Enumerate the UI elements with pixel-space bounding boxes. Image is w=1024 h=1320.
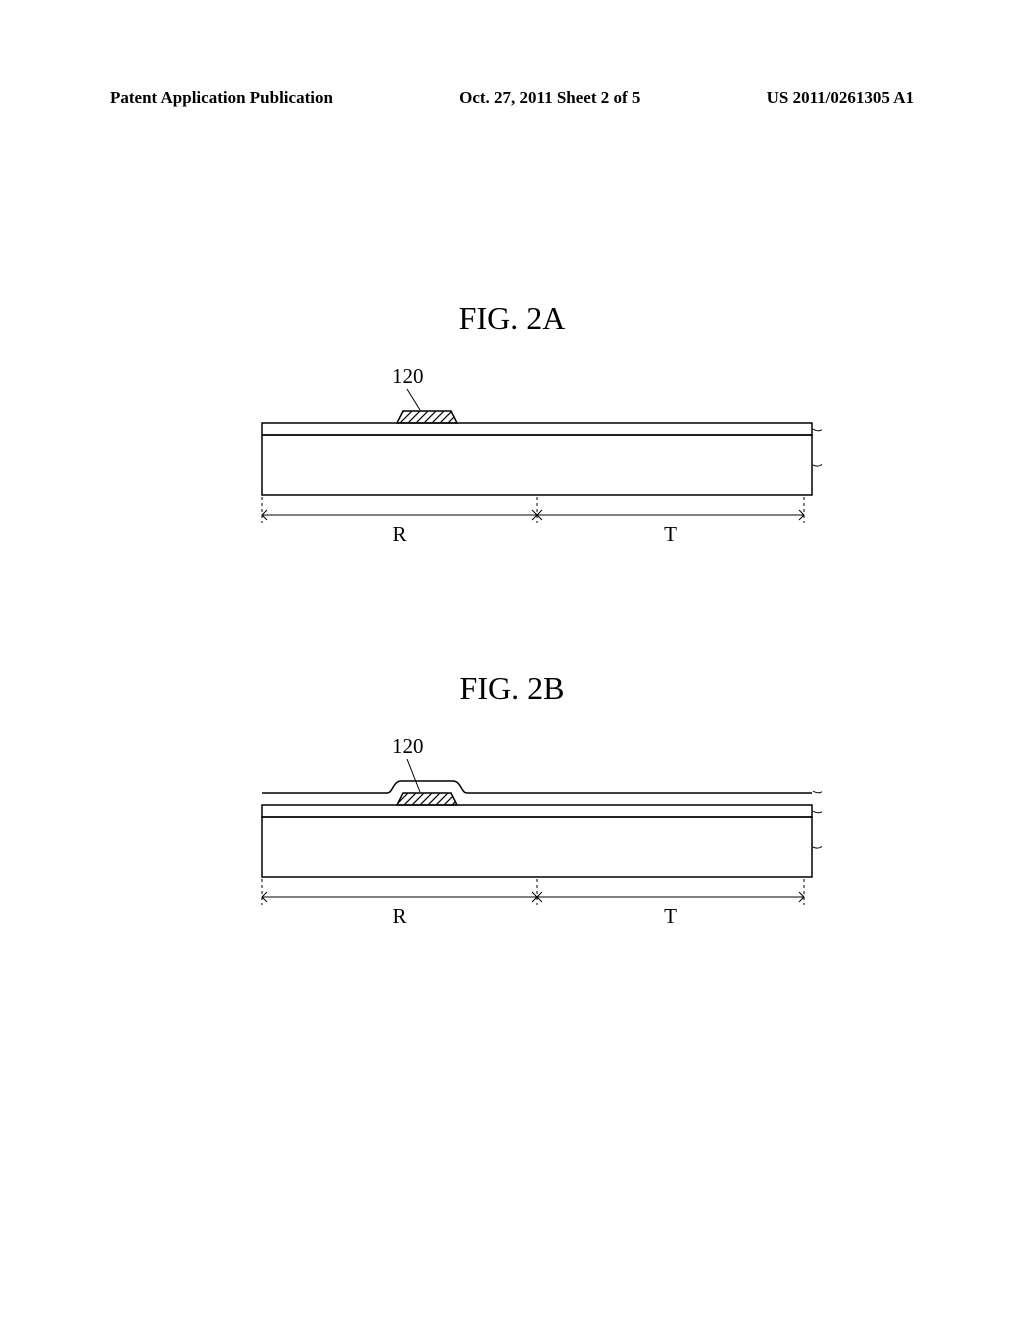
svg-text:T: T [664, 904, 677, 928]
figure-2a-diagram: 120112110RT [0, 365, 1024, 565]
figure-2a: FIG. 2A 120112110RT [0, 300, 1024, 565]
header-left: Patent Application Publication [110, 88, 333, 108]
header-right: US 2011/0261305 A1 [767, 88, 914, 108]
page-header: Patent Application Publication Oct. 27, … [0, 88, 1024, 108]
svg-text:120: 120 [392, 365, 424, 388]
figure-2b-title: FIG. 2B [0, 670, 1024, 707]
figure-2b-diagram: 120114112110RT [0, 735, 1024, 950]
svg-text:R: R [392, 522, 406, 546]
figure-2b: FIG. 2B 120114112110RT [0, 670, 1024, 950]
header-center: Oct. 27, 2011 Sheet 2 of 5 [459, 88, 640, 108]
svg-text:T: T [664, 522, 677, 546]
figure-2b-svg: 120114112110RT [202, 735, 822, 950]
figure-2a-title: FIG. 2A [0, 300, 1024, 337]
figure-2a-svg: 120112110RT [202, 365, 822, 565]
svg-text:R: R [392, 904, 406, 928]
svg-text:120: 120 [392, 735, 424, 758]
